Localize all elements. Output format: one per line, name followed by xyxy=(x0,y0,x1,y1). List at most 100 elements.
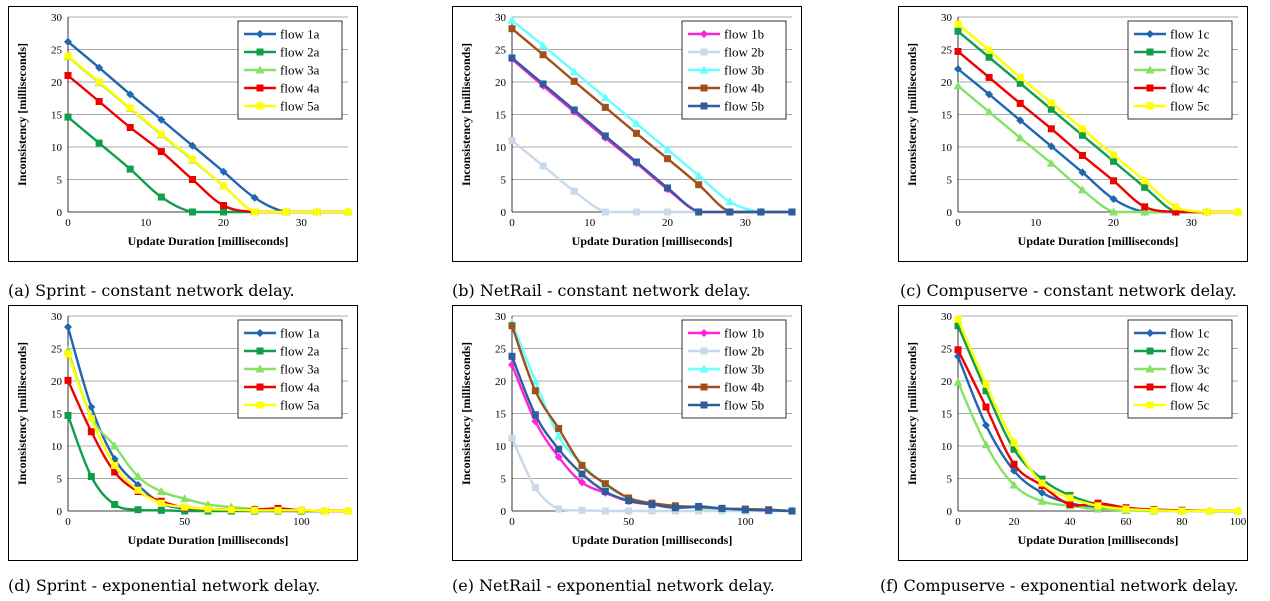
y-tick-label: 25 xyxy=(495,45,507,57)
data-point xyxy=(87,428,95,436)
series-flow-5c xyxy=(954,315,1242,515)
data-point xyxy=(1122,505,1130,513)
data-point xyxy=(126,165,134,173)
data-point xyxy=(282,208,290,216)
y-tick-label: 5 xyxy=(501,175,507,187)
data-point xyxy=(64,376,72,384)
data-point xyxy=(188,141,197,150)
y-tick-label: 5 xyxy=(57,474,63,486)
x-tick-label: 50 xyxy=(623,516,635,528)
data-point xyxy=(1141,203,1149,211)
data-point xyxy=(250,193,259,202)
legend-marker xyxy=(699,364,709,373)
y-tick-label: 25 xyxy=(495,344,507,356)
legend-marker xyxy=(256,383,264,391)
data-point xyxy=(671,504,679,512)
data-point xyxy=(344,507,352,515)
data-point xyxy=(539,80,547,88)
data-point xyxy=(632,208,640,216)
data-point xyxy=(1109,195,1118,203)
legend-marker xyxy=(700,383,708,391)
data-point xyxy=(954,346,962,354)
legend-label: flow 4b xyxy=(724,81,764,96)
y-tick-label: 0 xyxy=(947,207,953,219)
data-point xyxy=(578,470,586,478)
y-axis-label: Inconsistency [milliseconds] xyxy=(905,43,919,186)
chart-panel-c: 0 5 10 15 20 25 30 0 10 20 30 Update Duration [mill… xyxy=(898,6,1248,262)
data-point xyxy=(133,472,143,481)
data-point xyxy=(126,104,134,112)
series-flow-5c xyxy=(954,20,1242,216)
data-point xyxy=(126,124,134,131)
y-tick-label: 15 xyxy=(941,409,953,421)
data-point xyxy=(695,208,703,216)
chart-panel-d: 0 5 10 15 20 25 30 0 50 100 Update Duration [milli… xyxy=(8,305,358,561)
x-axis-label: Update Duration [milliseconds] xyxy=(572,533,733,547)
data-point xyxy=(757,208,765,216)
data-point xyxy=(578,506,586,514)
legend-marker xyxy=(255,65,265,74)
y-tick-label: 10 xyxy=(495,142,507,154)
data-point xyxy=(157,506,165,514)
legend-marker xyxy=(256,102,264,110)
data-point xyxy=(1078,131,1086,139)
data-point xyxy=(954,322,962,330)
series-line xyxy=(67,55,348,214)
chart-c: 0 5 10 15 20 25 30 0 10 20 30 Update Duration [mill… xyxy=(898,6,1248,262)
legend-label: flow 3c xyxy=(1170,63,1210,78)
data-point xyxy=(765,506,773,514)
data-point xyxy=(111,462,119,469)
legend-label: flow 5c xyxy=(1170,398,1210,413)
data-point xyxy=(531,387,539,395)
y-tick-label: 5 xyxy=(947,474,953,486)
caption-a: (a) Sprint - constant network delay. xyxy=(8,281,295,300)
data-point xyxy=(157,130,165,138)
legend: flow 1b flow 2b flow 3b flow 4b flow 5b xyxy=(681,319,787,419)
data-point xyxy=(180,494,190,503)
x-axis-label: Update Duration [milliseconds] xyxy=(128,533,289,547)
legend-label: flow 1a xyxy=(280,27,320,42)
chart-e: 0 5 10 15 20 25 30 0 50 100 Update Duration [milli… xyxy=(452,305,802,561)
x-tick-label: 50 xyxy=(179,516,191,528)
legend-label: flow 2b xyxy=(724,45,764,60)
x-tick-label: 0 xyxy=(955,516,961,528)
x-axis-label: Update Duration [milliseconds] xyxy=(572,234,733,248)
x-tick-label: 100 xyxy=(1230,516,1247,528)
data-point xyxy=(1016,99,1024,107)
data-point xyxy=(1094,502,1102,510)
data-point xyxy=(601,132,609,140)
data-point xyxy=(1009,480,1019,489)
data-point xyxy=(1077,185,1087,194)
data-point xyxy=(625,497,633,505)
y-tick-label: 0 xyxy=(57,506,63,518)
data-point xyxy=(87,403,96,411)
series-flow-5b xyxy=(508,54,796,216)
data-point xyxy=(227,506,235,514)
legend-label: flow 2c xyxy=(1170,344,1210,359)
data-point xyxy=(632,129,640,137)
data-point xyxy=(555,424,563,432)
y-tick-label: 0 xyxy=(501,506,507,518)
y-tick-label: 20 xyxy=(941,77,953,89)
legend-label: flow 2c xyxy=(1170,45,1210,60)
data-point xyxy=(601,488,609,495)
data-point xyxy=(601,208,609,216)
legend-marker xyxy=(1146,401,1154,409)
data-point xyxy=(954,315,962,323)
data-point xyxy=(64,113,72,121)
legend-marker xyxy=(256,329,264,337)
data-point xyxy=(648,501,656,508)
data-point xyxy=(220,202,228,209)
data-point xyxy=(126,90,135,99)
legend-marker xyxy=(1146,30,1154,38)
legend-label: flow 5b xyxy=(724,99,764,114)
data-point xyxy=(981,440,991,449)
y-tick-label: 30 xyxy=(495,311,507,323)
data-point xyxy=(718,504,726,512)
y-tick-label: 30 xyxy=(51,12,63,24)
legend: flow 1a flow 2a flow 3a flow 4a flow 5a xyxy=(237,20,343,120)
data-point xyxy=(982,380,990,388)
data-point xyxy=(726,208,734,216)
legend-marker xyxy=(700,30,708,38)
data-point xyxy=(1150,506,1158,514)
